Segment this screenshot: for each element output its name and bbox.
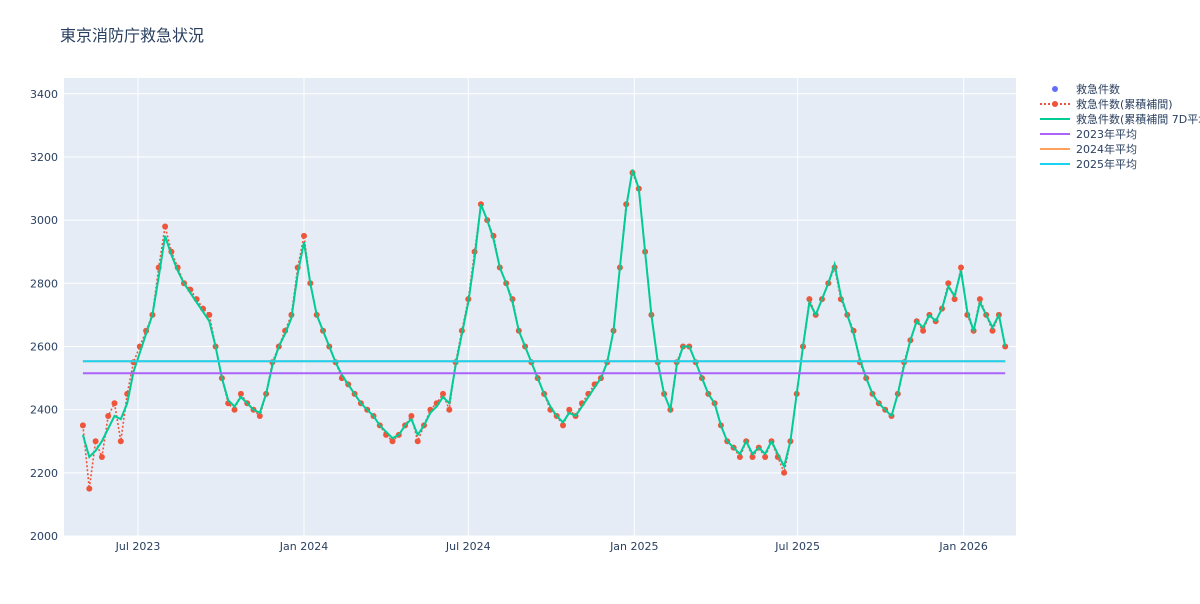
legend-item[interactable]: 2023年平均 (1040, 127, 1137, 141)
y-tick-label: 2600 (30, 340, 58, 353)
data-point (806, 296, 813, 303)
data-point (440, 390, 446, 397)
data-point (105, 413, 112, 419)
y-tick-label: 2400 (30, 404, 58, 417)
chart-title: 東京消防庁救急状況 (60, 26, 204, 45)
data-point (976, 296, 983, 303)
data-point (920, 327, 927, 334)
data-point (762, 454, 769, 460)
data-point (79, 422, 86, 429)
data-point (945, 280, 952, 287)
data-point (560, 422, 566, 429)
series-2 (81, 169, 1007, 470)
data-point (736, 454, 743, 460)
x-tick-label: Jul 2025 (774, 540, 820, 553)
legend-label: 2025年平均 (1076, 157, 1137, 171)
axis-layer: 2000 2200 2400 2600 2800 3000 3200 3400 Jul 2023… (30, 88, 988, 553)
data-point (408, 413, 415, 419)
data-point (446, 406, 453, 413)
y-tick-label: 3000 (30, 214, 58, 227)
data-point (989, 327, 996, 334)
legend-label: 救急件数(累積補間) (1076, 97, 1173, 111)
data-point (749, 454, 756, 460)
legend-marker (1052, 86, 1058, 92)
legend-label: 救急件数 (1076, 82, 1120, 96)
series-layer (79, 169, 1009, 492)
data-point (301, 232, 307, 239)
legend-label: 救急件数(累積補間 7D平均) (1076, 112, 1200, 126)
data-point (389, 438, 396, 445)
plot-area (64, 78, 1016, 536)
grid-layer (64, 78, 1016, 537)
data-point (98, 454, 105, 460)
data-point (237, 390, 244, 397)
y-tick-label: 2200 (30, 467, 58, 480)
legend-item[interactable]: 救急件数(累積補間 7D平均) (1040, 112, 1200, 126)
legend-item[interactable]: 救急件数(累積補間) (1040, 97, 1173, 111)
data-point (117, 438, 124, 445)
data-point (92, 438, 99, 445)
data-point (162, 223, 169, 230)
legend-item[interactable]: 救急件数 (1052, 82, 1120, 96)
data-point (781, 469, 788, 476)
legend-label: 2024年平均 (1076, 142, 1137, 156)
x-tick-label: Jan 2026 (938, 540, 987, 553)
x-tick-label: Jul 2023 (115, 540, 161, 553)
series-line (81, 169, 1007, 470)
data-point (231, 406, 238, 413)
data-point (86, 485, 93, 492)
y-tick-label: 2000 (30, 530, 58, 543)
data-point (958, 264, 964, 271)
legend-item[interactable]: 2024年平均 (1040, 142, 1137, 156)
data-point (256, 413, 263, 419)
data-point (206, 311, 213, 318)
y-tick-label: 2800 (30, 277, 58, 290)
y-tick-label: 3400 (30, 88, 58, 101)
data-point (414, 438, 421, 445)
y-tick-label: 3200 (30, 151, 58, 164)
legend-label: 2023年平均 (1076, 127, 1137, 141)
x-tick-label: Jan 2025 (609, 540, 658, 553)
data-point (566, 406, 573, 413)
data-point (951, 296, 958, 303)
legend-item[interactable]: 2025年平均 (1040, 157, 1137, 171)
x-tick-label: Jul 2024 (445, 540, 491, 553)
x-tick-label: Jan 2024 (279, 540, 328, 553)
legend-marker (1052, 101, 1058, 107)
data-point (111, 400, 118, 407)
